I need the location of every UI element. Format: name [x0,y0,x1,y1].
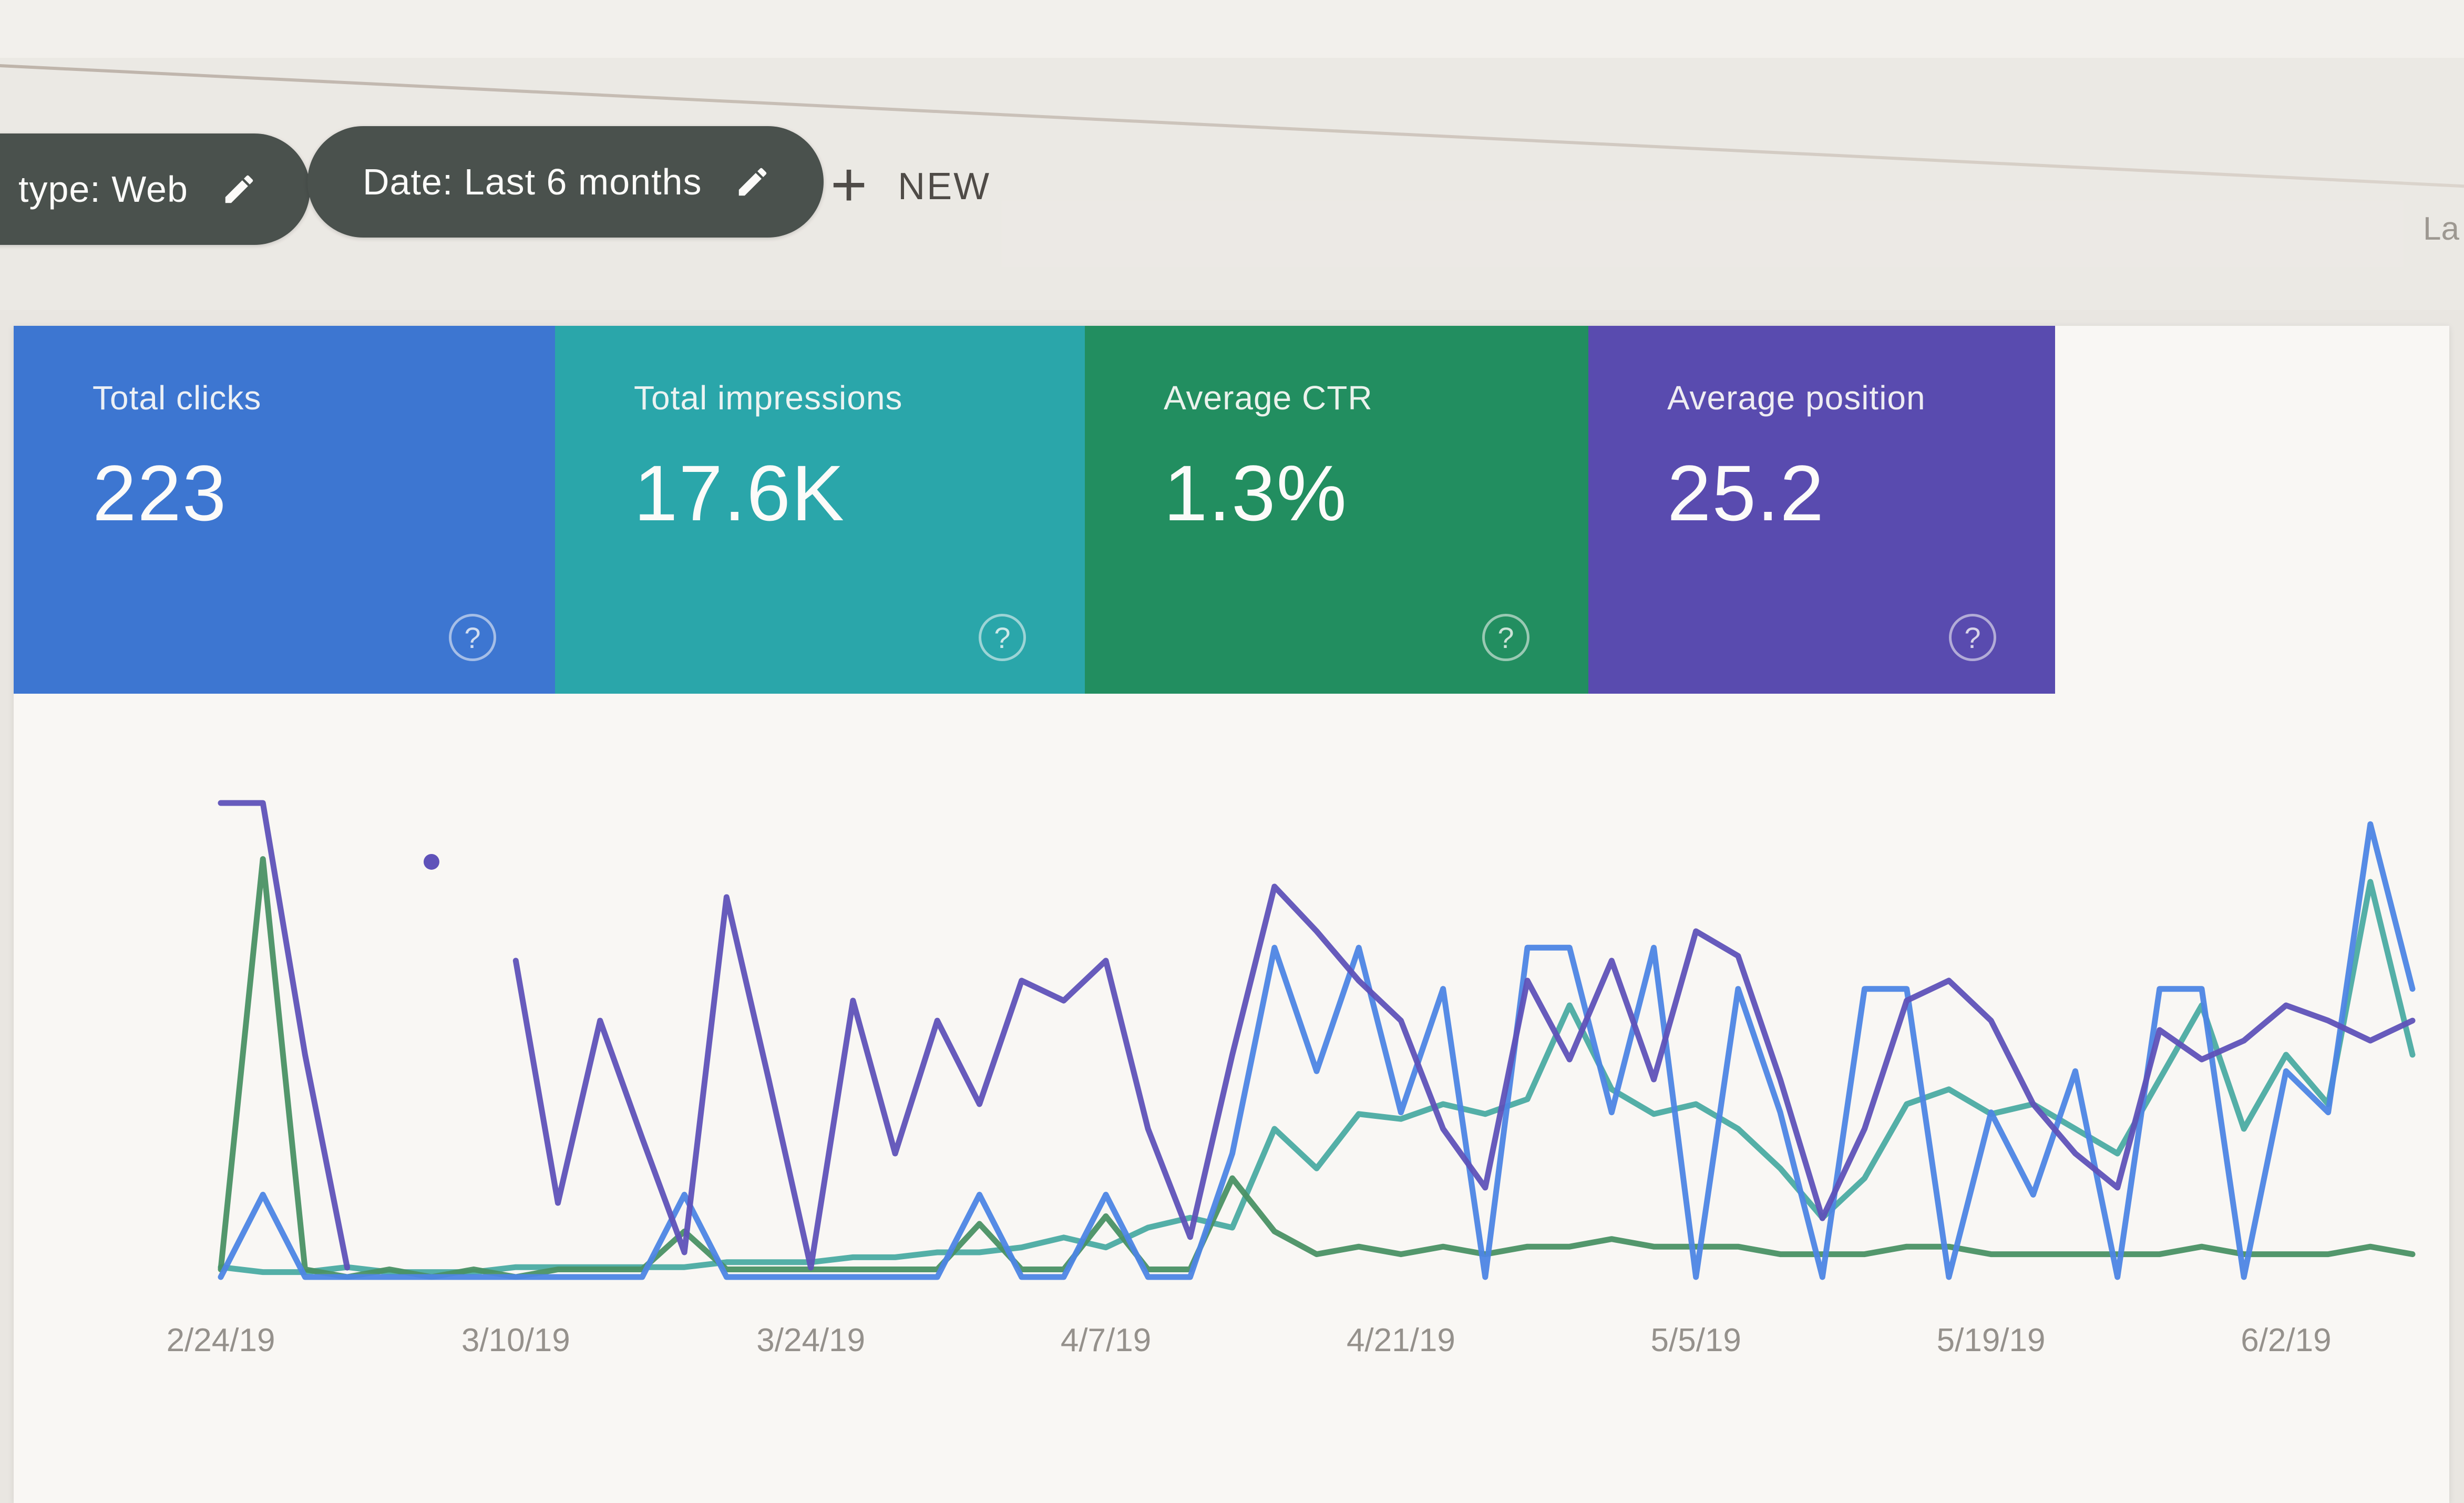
filter-toolbar: type: Web Date: Last 6 months + NEW [0,126,2464,252]
plus-icon: + [830,149,868,220]
help-icon[interactable]: ? [449,614,496,661]
summary-cards-row: Total clicks 223 ? Total impressions 17.… [14,326,2449,694]
metric-card-total-clicks[interactable]: Total clicks 223 ? [14,326,555,694]
performance-chart[interactable] [14,704,2449,1403]
metric-label: Average position [1667,379,1926,417]
help-icon[interactable]: ? [979,614,1026,661]
metric-value: 1.3% [1164,449,1348,537]
edit-icon[interactable] [221,171,258,208]
new-filter-label: NEW [898,166,991,208]
metric-label: Total impressions [634,379,903,417]
metric-card-average-ctr[interactable]: Average CTR 1.3% ? [1085,326,1588,694]
metric-value: 223 [93,449,228,537]
edit-icon[interactable] [734,163,771,200]
filter-chip-search-type[interactable]: type: Web [0,133,310,245]
filter-chip-date-range[interactable]: Date: Last 6 months [307,126,824,238]
metric-value: 25.2 [1667,449,1825,537]
metric-value: 17.6K [634,449,845,537]
filter-chip-label: type: Web [18,169,188,210]
metric-label: Total clicks [93,379,262,417]
metric-card-total-impressions[interactable]: Total impressions 17.6K ? [555,326,1085,694]
metric-label: Average CTR [1164,379,1373,417]
partial-text-last-updated: La [2423,211,2459,247]
metric-card-average-position[interactable]: Average position 25.2 ? [1588,326,2055,694]
screen-glare [0,0,2464,58]
help-icon[interactable]: ? [1482,614,1529,661]
new-filter-button[interactable]: + NEW [830,142,991,231]
help-icon[interactable]: ? [1949,614,1996,661]
filter-chip-label: Date: Last 6 months [363,161,702,202]
